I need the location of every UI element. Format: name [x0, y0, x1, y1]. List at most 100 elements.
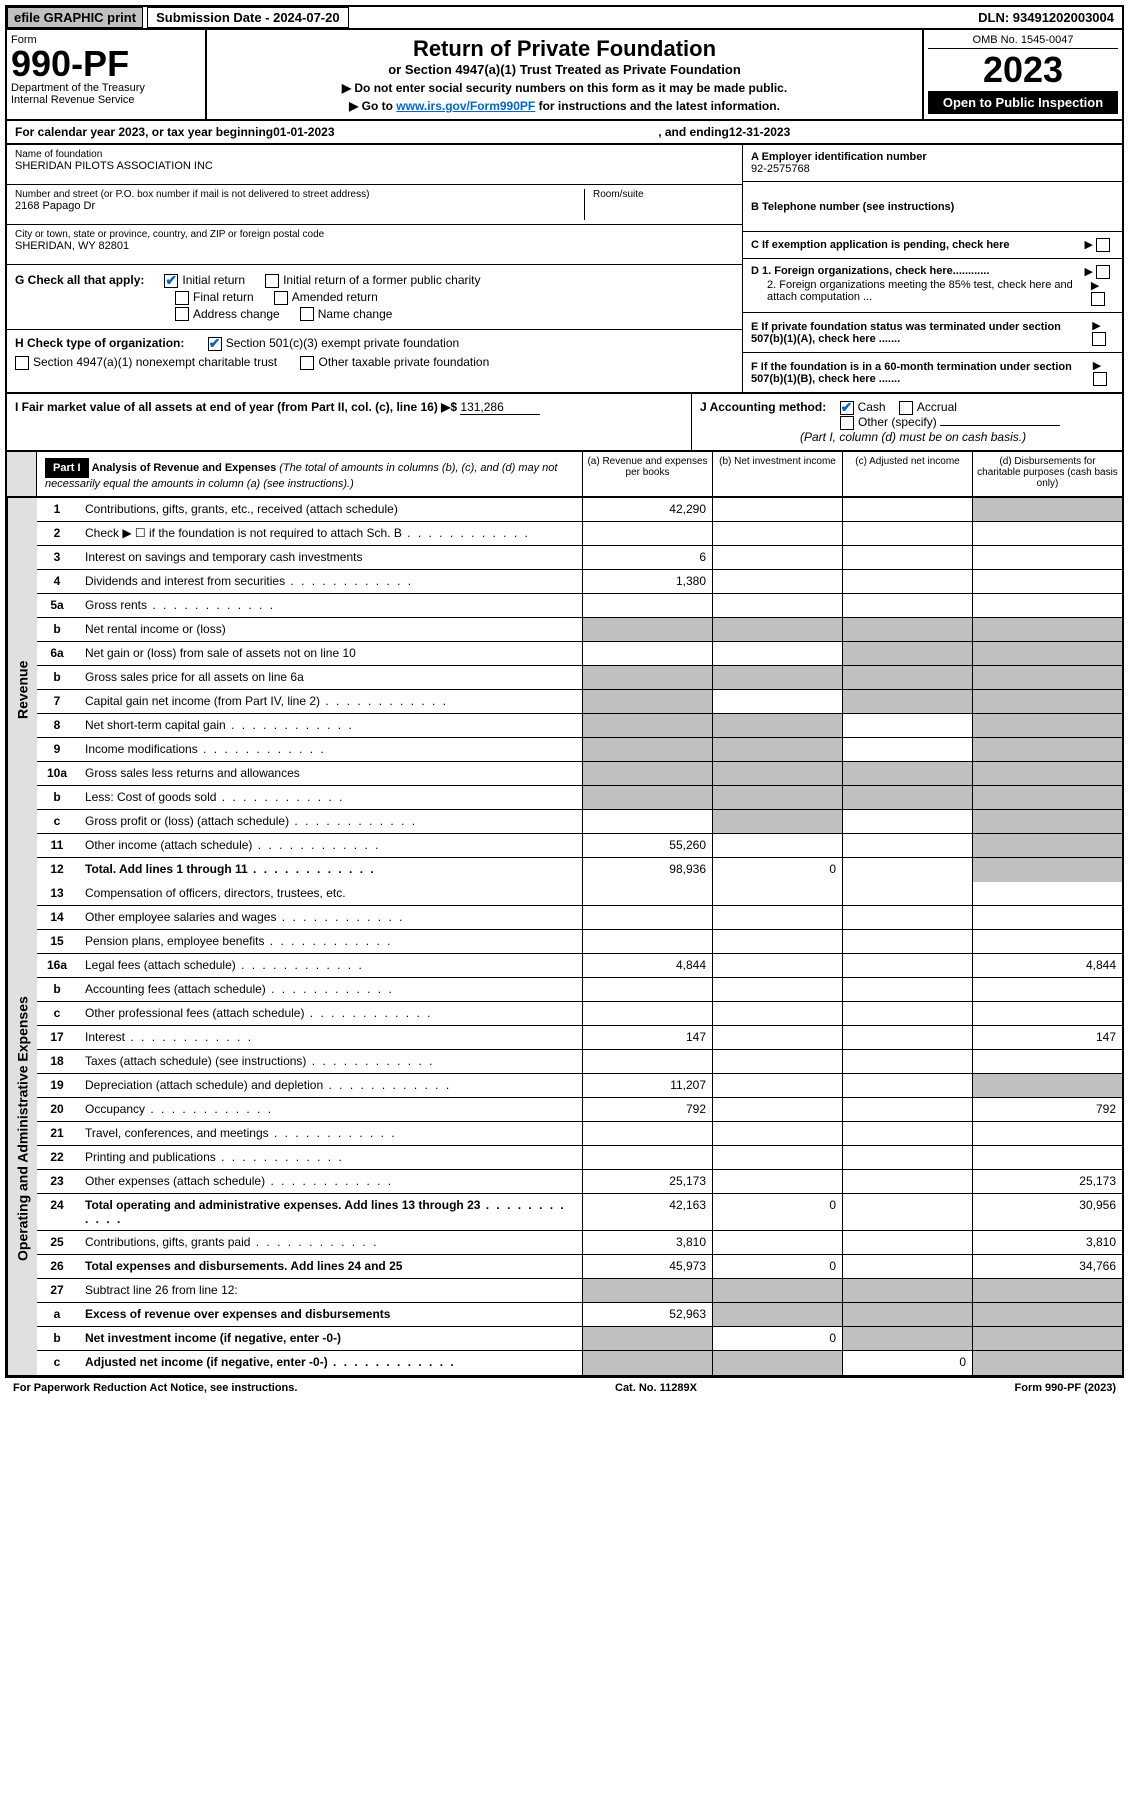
other-taxable-checkbox[interactable]: [300, 356, 314, 370]
form-number: 990-PF: [11, 46, 201, 82]
cell-a: [582, 522, 712, 545]
line-description: Less: Cost of goods sold: [77, 786, 582, 809]
line-number: 18: [37, 1050, 77, 1073]
line-description: Net investment income (if negative, ente…: [77, 1327, 582, 1350]
other-accounting-label: Other (specify): [858, 415, 937, 429]
d1-label: D 1. Foreign organizations, check here..…: [751, 265, 989, 279]
initial-return-label: Initial return: [182, 273, 245, 287]
cell-a: [582, 786, 712, 809]
cell-c: [842, 522, 972, 545]
d2-checkbox[interactable]: [1091, 292, 1105, 306]
form-link[interactable]: www.irs.gov/Form990PF: [396, 99, 535, 113]
cell-c: [842, 1279, 972, 1302]
irs-label: Internal Revenue Service: [11, 94, 201, 106]
cell-b: [712, 1002, 842, 1025]
ein-value: 92-2575768: [751, 163, 810, 175]
other-accounting-checkbox[interactable]: [840, 416, 854, 430]
address-change-checkbox[interactable]: [175, 307, 189, 321]
cell-b: 0: [712, 1194, 842, 1230]
accrual-checkbox[interactable]: [899, 401, 913, 415]
501c3-checkbox[interactable]: [208, 337, 222, 351]
cell-c: [842, 1002, 972, 1025]
line-number: 26: [37, 1255, 77, 1278]
part1-title: Analysis of Revenue and Expenses: [92, 462, 277, 474]
cell-b: [712, 1098, 842, 1121]
cell-a: [582, 1327, 712, 1350]
h-label: H Check type of organization:: [15, 336, 184, 350]
ein-cell: A Employer identification number 92-2575…: [743, 145, 1122, 182]
e-checkbox[interactable]: [1092, 332, 1106, 346]
foundation-city: SHERIDAN, WY 82801: [15, 240, 734, 252]
instruction-1: ▶ Do not enter social security numbers o…: [213, 81, 916, 95]
cell-c: [842, 786, 972, 809]
calyear-text1: For calendar year 2023, or tax year begi…: [15, 125, 273, 139]
line-number: 5a: [37, 594, 77, 617]
line-number: 14: [37, 906, 77, 929]
cell-a: [582, 762, 712, 785]
final-return-checkbox[interactable]: [175, 291, 189, 305]
revenue-side-label: Revenue: [7, 498, 37, 882]
cell-b: [712, 978, 842, 1001]
c-checkbox[interactable]: [1096, 238, 1110, 252]
f-checkbox[interactable]: [1093, 372, 1107, 386]
cell-b: [712, 906, 842, 929]
4947-label: Section 4947(a)(1) nonexempt charitable …: [33, 355, 277, 369]
ein-label: A Employer identification number: [751, 151, 927, 163]
cell-b: [712, 1231, 842, 1254]
amended-return-checkbox[interactable]: [274, 291, 288, 305]
initial-return-checkbox[interactable]: [164, 274, 178, 288]
line-number: 13: [37, 882, 77, 905]
cell-b: [712, 498, 842, 521]
table-row: 7Capital gain net income (from Part IV, …: [37, 690, 1122, 714]
efile-print-button[interactable]: efile GRAPHIC print: [7, 7, 143, 28]
cell-b: [712, 666, 842, 689]
foundation-name: SHERIDAN PILOTS ASSOCIATION INC: [15, 160, 734, 172]
table-row: 11Other income (attach schedule)55,260: [37, 834, 1122, 858]
cell-c: [842, 1255, 972, 1278]
cell-d: [972, 714, 1122, 737]
initial-former-label: Initial return of a former public charit…: [283, 273, 480, 287]
cell-a: 1,380: [582, 570, 712, 593]
cell-b: 0: [712, 858, 842, 882]
d1-checkbox[interactable]: [1096, 265, 1110, 279]
revenue-section: Revenue 1Contributions, gifts, grants, e…: [5, 498, 1124, 882]
line-number: 16a: [37, 954, 77, 977]
dln: DLN: 93491202003004: [970, 8, 1122, 27]
line-number: 11: [37, 834, 77, 857]
city-cell: City or town, state or province, country…: [7, 225, 742, 265]
line-number: 1: [37, 498, 77, 521]
cell-a: [582, 930, 712, 953]
cell-d: [972, 690, 1122, 713]
table-row: 24Total operating and administrative exp…: [37, 1194, 1122, 1231]
line-description: Gross rents: [77, 594, 582, 617]
cell-d: [972, 522, 1122, 545]
form-subtitle: or Section 4947(a)(1) Trust Treated as P…: [213, 62, 916, 77]
i-arrow: ▶$: [441, 400, 457, 414]
dept-treasury: Department of the Treasury: [11, 82, 201, 94]
cell-c: [842, 1026, 972, 1049]
cell-d: [972, 1279, 1122, 1302]
cash-checkbox[interactable]: [840, 401, 854, 415]
entity-right: A Employer identification number 92-2575…: [742, 145, 1122, 392]
name-change-checkbox[interactable]: [300, 307, 314, 321]
calyear-end: 12-31-2023: [729, 125, 790, 139]
4947-checkbox[interactable]: [15, 356, 29, 370]
cell-c: [842, 738, 972, 761]
expenses-section: Operating and Administrative Expenses 13…: [5, 882, 1124, 1377]
cell-a: 42,290: [582, 498, 712, 521]
table-row: 1Contributions, gifts, grants, etc., rec…: [37, 498, 1122, 522]
line-number: 27: [37, 1279, 77, 1302]
cell-b: 0: [712, 1255, 842, 1278]
line-number: 20: [37, 1098, 77, 1121]
initial-former-checkbox[interactable]: [265, 274, 279, 288]
foundation-name-cell: Name of foundation SHERIDAN PILOTS ASSOC…: [7, 145, 742, 185]
cell-a: [582, 714, 712, 737]
cash-label: Cash: [858, 400, 886, 414]
cell-a: 52,963: [582, 1303, 712, 1326]
line-number: b: [37, 666, 77, 689]
e-label: E If private foundation status was termi…: [751, 321, 1092, 345]
line-number: 6a: [37, 642, 77, 665]
cell-c: [842, 690, 972, 713]
cell-b: [712, 1170, 842, 1193]
line-description: Income modifications: [77, 738, 582, 761]
